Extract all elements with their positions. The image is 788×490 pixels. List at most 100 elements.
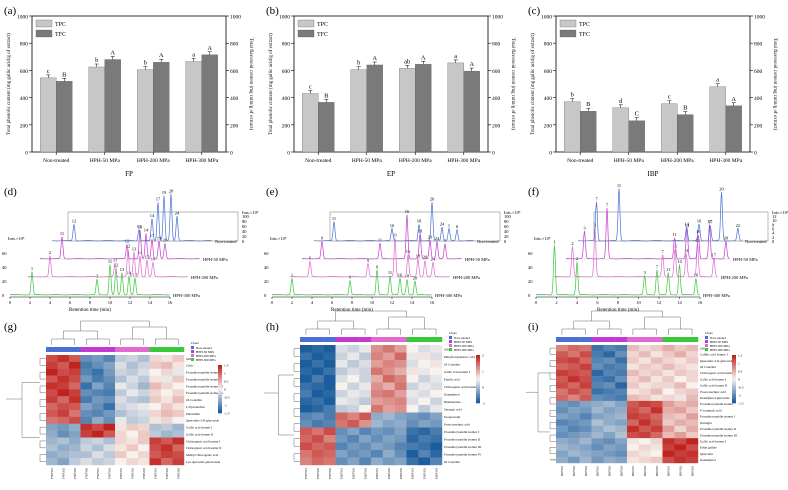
heatmap-cell	[347, 367, 360, 376]
z-tick-label: 40	[504, 229, 509, 234]
heatmap-cell	[638, 419, 651, 426]
row-dendrogram	[6, 358, 46, 462]
y2-tick-label: 400	[754, 96, 763, 102]
heatmap-cell	[650, 456, 663, 464]
row-label: Gallic acid isomer I	[700, 440, 726, 444]
heatmap-cell	[371, 435, 384, 443]
chromatogram-trace	[40, 229, 200, 260]
row-label: P-coumaric acid	[700, 408, 722, 412]
colorbar-tick-label: 1.5	[738, 354, 743, 358]
heatmap-cell	[556, 351, 569, 358]
group-annotation-cell	[335, 337, 348, 342]
column-label: EHP303	[434, 468, 438, 480]
heatmap-cell	[103, 403, 116, 411]
dendro-branch	[63, 330, 98, 339]
heatmap-cell	[603, 456, 616, 464]
legend: TPC TFC	[297, 19, 328, 38]
legend-swatch	[297, 19, 315, 28]
x-tick-label: 12	[390, 300, 395, 305]
legend-label: HPH-50 MPa	[710, 340, 729, 344]
heatmap-cell	[126, 437, 139, 445]
heatmap-cell	[311, 397, 324, 406]
heatmap-cell	[556, 419, 569, 426]
heatmap-cell	[335, 450, 348, 458]
heatmap-cell	[80, 437, 93, 445]
heatmap-cell	[69, 355, 81, 363]
x-tick-label: HPH-50 MPa	[614, 158, 645, 164]
group-annotation-cell	[430, 337, 443, 342]
heatmap-cell	[149, 375, 162, 383]
colorbar-segment	[218, 385, 222, 388]
colorbar-segment	[732, 369, 736, 372]
peak-label: 13	[132, 246, 137, 251]
row-label: Proanthocyanidin isomer III	[444, 445, 481, 449]
colorbar-tick-label: 0.5	[738, 370, 743, 374]
heatmap-cell	[638, 376, 651, 383]
column-label: FHP302	[165, 468, 169, 479]
y2-tick-label: 0	[230, 151, 233, 157]
heatmap-cell	[115, 430, 127, 438]
column-label: FNP501	[96, 468, 100, 479]
heatmap-cell	[335, 352, 348, 361]
heatmap-cell	[382, 412, 395, 421]
peak-label: 11	[666, 267, 670, 272]
heatmap-cell	[92, 403, 104, 411]
colorbar-segment	[732, 387, 736, 390]
heatmap-cell	[57, 444, 70, 452]
row-label: Protocatechuic acid	[444, 422, 470, 426]
row-label: Gilian	[700, 346, 709, 350]
heatmap-cell	[335, 360, 348, 368]
x-tick-label: 14	[410, 300, 415, 305]
heatmap-cell	[638, 400, 651, 408]
heatmap-cell	[80, 368, 93, 376]
group-annotation-cell	[627, 337, 640, 342]
heatmap-cell	[57, 416, 70, 424]
heatmap-cell	[382, 352, 395, 361]
heatmap-cell	[686, 351, 699, 358]
heatmap-cell	[115, 375, 127, 383]
heatmap-cell	[46, 375, 58, 383]
legend-swatch	[449, 336, 452, 339]
group-annotation-cell	[603, 337, 616, 342]
y-tick-label: 1000	[541, 15, 552, 21]
colorbar-segment	[476, 369, 480, 372]
heatmap-cell	[418, 412, 431, 421]
group-annotation-cell	[46, 347, 58, 352]
heatmap-cell	[627, 363, 640, 371]
heatmap-cell	[300, 375, 313, 383]
heatmap-cell	[172, 403, 185, 411]
heatmap-cell	[149, 368, 162, 376]
colorbar-segment	[218, 407, 222, 410]
colorbar-segment	[732, 361, 736, 364]
y2-tick-label: 200	[492, 123, 501, 129]
heatmap-cell	[323, 397, 336, 406]
colorbar-segment	[732, 397, 736, 400]
heatmap-cell	[394, 412, 407, 421]
column-label: FNP303	[73, 468, 77, 479]
heatmap-cell	[603, 394, 616, 402]
heatmap-cell	[359, 427, 372, 436]
significance-letter: B	[324, 92, 329, 99]
heatmap-cell	[103, 444, 116, 452]
heatmap-cell	[556, 438, 569, 445]
heatmap-cell	[138, 368, 150, 376]
column-label: FNP301	[50, 468, 54, 479]
heatmap-cell	[69, 444, 81, 452]
panel-label: (d)	[4, 186, 17, 198]
group-annotation-cell	[591, 337, 604, 342]
colorbar-segment	[218, 387, 222, 390]
heatmap-cell	[103, 423, 116, 431]
heatmap-cell	[69, 361, 81, 369]
legend-label: HPH-50 MPa	[454, 340, 473, 344]
peak-label: 16	[405, 209, 410, 214]
heatmap-cell	[406, 397, 419, 406]
heatmap-cell	[138, 437, 150, 445]
legend-label: TFC	[579, 32, 590, 38]
heatmap-cell	[103, 375, 116, 383]
heatmap-cell	[115, 368, 127, 376]
column-label: IHP301	[667, 466, 671, 477]
row-label: Chlorogenic acid isomer I	[700, 371, 734, 375]
heatmap-cell	[126, 458, 139, 466]
colorbar-segment	[476, 363, 480, 366]
peak-label: 2	[571, 241, 573, 246]
